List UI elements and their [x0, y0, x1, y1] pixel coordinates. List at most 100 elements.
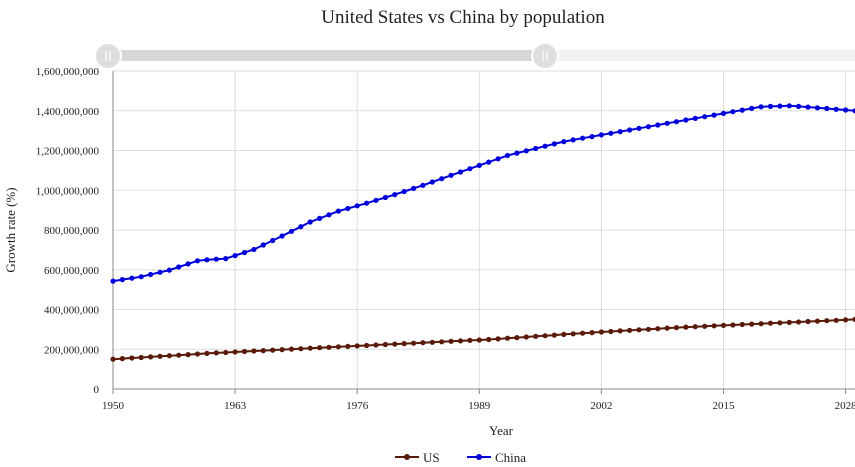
- data-point[interactable]: [796, 319, 802, 325]
- data-point[interactable]: [467, 166, 473, 172]
- data-point[interactable]: [345, 343, 351, 349]
- data-point[interactable]: [598, 329, 605, 335]
- data-point[interactable]: [711, 112, 717, 118]
- data-point[interactable]: [739, 107, 745, 113]
- data-point[interactable]: [664, 120, 670, 126]
- data-point[interactable]: [683, 117, 689, 123]
- data-point[interactable]: [345, 205, 351, 212]
- data-point[interactable]: [335, 344, 341, 350]
- data-point[interactable]: [411, 340, 417, 346]
- data-point[interactable]: [288, 346, 295, 352]
- data-point[interactable]: [373, 342, 379, 348]
- data-point[interactable]: [232, 253, 238, 259]
- data-point[interactable]: [777, 103, 783, 109]
- data-point[interactable]: [457, 338, 464, 344]
- data-point[interactable]: [185, 261, 191, 267]
- data-point[interactable]: [777, 320, 783, 326]
- data-point[interactable]: [852, 108, 855, 114]
- data-point[interactable]: [448, 172, 454, 178]
- data-point[interactable]: [655, 326, 661, 332]
- data-point[interactable]: [420, 340, 426, 346]
- data-point[interactable]: [138, 274, 144, 280]
- data-point[interactable]: [194, 258, 201, 264]
- data-point[interactable]: [739, 321, 745, 328]
- data-point[interactable]: [439, 176, 445, 182]
- data-point[interactable]: [241, 249, 248, 256]
- data-point[interactable]: [392, 192, 398, 198]
- data-point[interactable]: [223, 349, 229, 356]
- data-point[interactable]: [288, 228, 295, 234]
- data-point[interactable]: [326, 212, 332, 218]
- data-point[interactable]: [204, 350, 210, 356]
- data-point[interactable]: [317, 215, 323, 221]
- data-point[interactable]: [382, 194, 388, 201]
- data-point[interactable]: [298, 346, 304, 352]
- data-point[interactable]: [279, 233, 285, 239]
- data-point[interactable]: [617, 129, 623, 135]
- data-point[interactable]: [270, 237, 276, 244]
- data-point[interactable]: [833, 106, 839, 112]
- data-point[interactable]: [570, 137, 576, 143]
- data-point[interactable]: [439, 339, 445, 345]
- data-point[interactable]: [589, 330, 595, 336]
- data-point[interactable]: [730, 109, 736, 115]
- data-point[interactable]: [561, 331, 567, 337]
- data-point[interactable]: [148, 271, 154, 278]
- data-point[interactable]: [814, 318, 821, 324]
- data-point[interactable]: [223, 256, 229, 262]
- data-point[interactable]: [364, 342, 370, 349]
- legend-item-us[interactable]: US: [395, 450, 440, 465]
- data-point[interactable]: [504, 152, 511, 159]
- data-point[interactable]: [354, 343, 360, 349]
- slider-right-handle[interactable]: [531, 42, 560, 70]
- range-slider[interactable]: [94, 42, 855, 70]
- data-point[interactable]: [514, 150, 520, 156]
- data-point[interactable]: [814, 105, 821, 111]
- data-point[interactable]: [645, 124, 652, 130]
- data-point[interactable]: [157, 353, 163, 359]
- data-point[interactable]: [504, 335, 511, 341]
- data-point[interactable]: [213, 350, 219, 356]
- data-point[interactable]: [720, 110, 727, 116]
- slider-left-handle[interactable]: [94, 42, 122, 70]
- data-point[interactable]: [692, 115, 698, 121]
- data-point[interactable]: [411, 185, 417, 191]
- data-point[interactable]: [664, 325, 670, 331]
- data-point[interactable]: [617, 328, 623, 334]
- data-point[interactable]: [551, 332, 558, 338]
- data-point[interactable]: [260, 348, 266, 354]
- data-point[interactable]: [307, 219, 313, 225]
- data-point[interactable]: [129, 275, 135, 281]
- data-point[interactable]: [364, 200, 370, 206]
- data-point[interactable]: [824, 318, 830, 324]
- data-point[interactable]: [486, 159, 492, 165]
- data-point[interactable]: [758, 321, 764, 327]
- data-point[interactable]: [561, 139, 567, 145]
- data-point[interactable]: [476, 162, 482, 168]
- data-point[interactable]: [542, 333, 548, 339]
- data-point[interactable]: [608, 328, 614, 335]
- data-point[interactable]: [270, 347, 276, 353]
- data-point[interactable]: [767, 320, 774, 326]
- data-point[interactable]: [720, 322, 727, 328]
- legend-item-china[interactable]: China: [467, 450, 526, 465]
- data-point[interactable]: [627, 327, 633, 333]
- data-point[interactable]: [758, 104, 764, 110]
- data-point[interactable]: [260, 242, 266, 248]
- data-point[interactable]: [655, 122, 661, 128]
- data-point[interactable]: [457, 169, 464, 175]
- data-point[interactable]: [251, 348, 257, 354]
- data-point[interactable]: [119, 277, 125, 283]
- data-point[interactable]: [176, 264, 182, 270]
- data-point[interactable]: [317, 345, 323, 351]
- data-point[interactable]: [636, 327, 642, 333]
- data-point[interactable]: [232, 349, 238, 355]
- data-point[interactable]: [852, 316, 855, 322]
- data-point[interactable]: [730, 322, 736, 328]
- data-point[interactable]: [523, 334, 529, 340]
- data-point[interactable]: [382, 341, 388, 348]
- data-point[interactable]: [796, 103, 802, 109]
- data-point[interactable]: [335, 208, 341, 214]
- data-point[interactable]: [420, 182, 426, 188]
- data-point[interactable]: [204, 257, 210, 263]
